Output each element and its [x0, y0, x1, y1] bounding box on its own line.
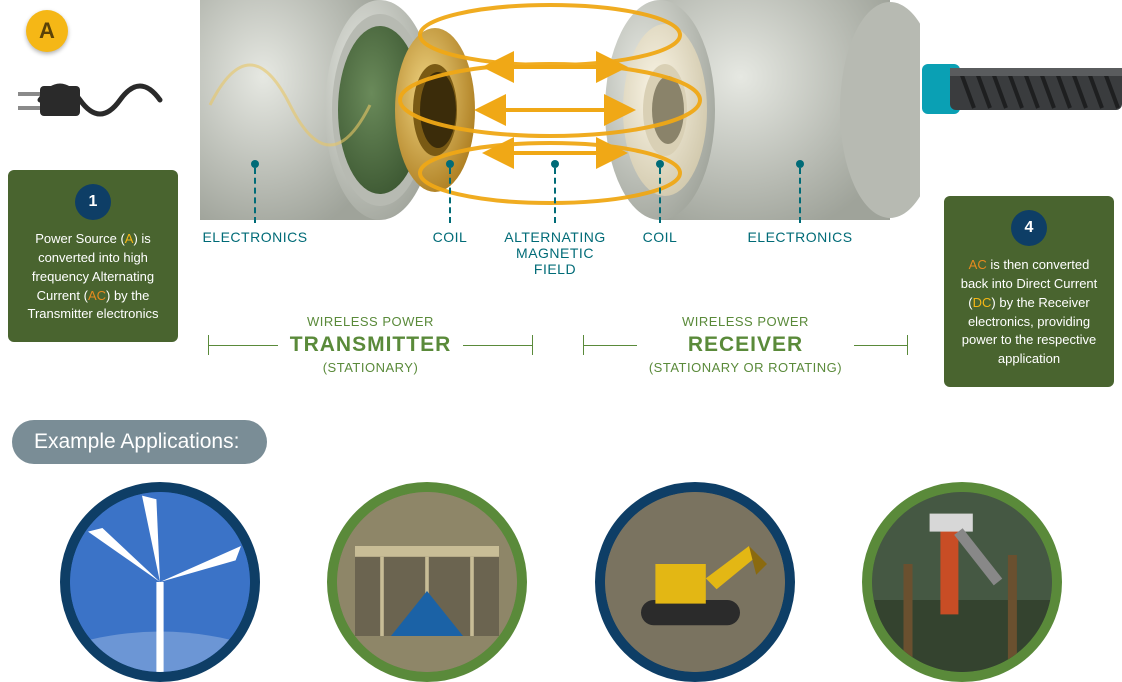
badge-a-text: A [39, 18, 55, 44]
app-hangar [327, 482, 527, 682]
bracket-transmitter: WIRELESS POWER TRANSMITTER (STATIONARY) [208, 313, 533, 403]
info-card-1-num-text: 1 [89, 190, 98, 213]
bracket-row: WIRELESS POWER TRANSMITTER (STATIONARY) … [208, 313, 908, 403]
callout-label: COIL [605, 229, 715, 245]
callout-label: ELECTRONICS [200, 229, 310, 245]
app-excavator [595, 482, 795, 682]
info-card-4-body: AC is then converted back into Direct Cu… [956, 256, 1102, 369]
callout-tx-electronics: ELECTRONICS [200, 160, 310, 245]
app-wind [60, 482, 260, 682]
example-applications-header: Example Applications: [12, 420, 267, 464]
example-applications-header-text: Example Applications: [34, 430, 239, 454]
info-card-1-body: Power Source (A) is converted into high … [20, 230, 166, 324]
output-rod-icon [922, 58, 1122, 120]
callout-tx-coil: COIL [395, 160, 505, 245]
callout-alt-field: ALTERNATING MAGNETIC FIELD [500, 160, 610, 277]
info-card-1: 1 Power Source (A) is converted into hig… [8, 170, 178, 342]
example-applications-row [60, 482, 1062, 682]
callout-rx-coil: COIL [605, 160, 715, 245]
info-card-4-num: 4 [1011, 210, 1047, 246]
transmitter-main: TRANSMITTER [290, 331, 452, 359]
receiver-pre: WIRELESS POWER [649, 313, 842, 331]
info-card-4-num-text: 4 [1025, 216, 1034, 239]
bracket-receiver: WIRELESS POWER RECEIVER (STATIONARY OR R… [583, 313, 908, 403]
transmitter-pre: WIRELESS POWER [290, 313, 452, 331]
info-card-1-num: 1 [75, 184, 111, 220]
badge-a: A [26, 10, 68, 52]
ac-plug-icon [10, 62, 190, 137]
receiver-main: RECEIVER [649, 331, 842, 359]
callout-rx-electronics: ELECTRONICS [745, 160, 855, 245]
transmitter-post: (STATIONARY) [290, 359, 452, 377]
callout-label: COIL [395, 229, 505, 245]
component-callouts: ELECTRONICS COILALTERNATING MAGNETIC FIEL… [210, 160, 900, 300]
info-card-4: 4 AC is then converted back into Direct … [944, 196, 1114, 387]
magnetic-field-arrows [482, 67, 628, 153]
app-forestry [862, 482, 1062, 682]
callout-label: ELECTRONICS [745, 229, 855, 245]
callout-label: ALTERNATING MAGNETIC FIELD [500, 229, 610, 277]
receiver-post: (STATIONARY OR ROTATING) [649, 359, 842, 377]
